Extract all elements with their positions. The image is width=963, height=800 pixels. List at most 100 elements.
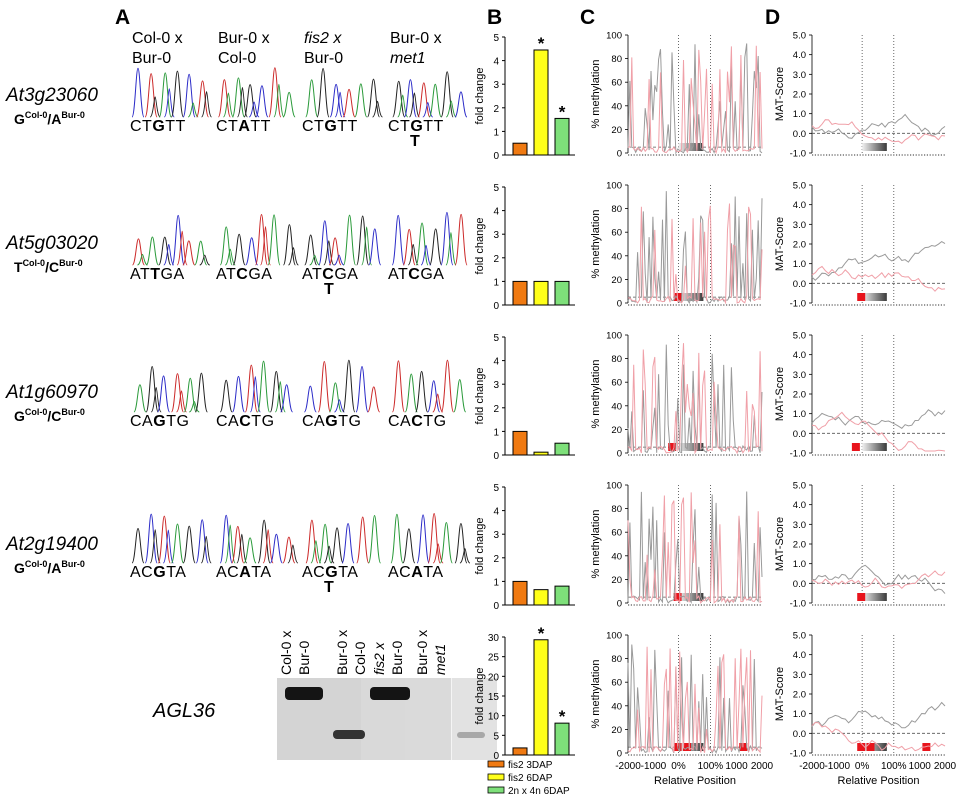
snp-sep: /	[47, 560, 51, 576]
seq-snp: G	[153, 413, 166, 430]
snp-b-strain: Bur-0	[61, 407, 85, 417]
y-tick-label: 0	[617, 749, 622, 760]
chromatogram: ACATA	[388, 512, 471, 581]
chromatogram: ACATA	[216, 514, 299, 581]
y-tick-label: 30	[488, 633, 500, 644]
col-header-1-line1: Col-0 x	[132, 30, 183, 47]
seq-pre: CA	[388, 413, 411, 430]
y-tick-label: 40	[611, 701, 622, 712]
chromatogram: ATCGA	[216, 214, 299, 283]
te-marker	[857, 593, 866, 601]
chromatogram-peak	[432, 393, 443, 413]
y-tick-label: 2.0	[793, 90, 806, 101]
col-header-3-line1: fis2 x	[304, 30, 342, 47]
chromatogram-peak	[420, 244, 432, 266]
seq-snp: A	[239, 564, 251, 581]
mat-score-chart-row-3: -1.0 0.0 1.0 2.0 3.0 4.0 5.0 MAT-Score	[774, 331, 946, 460]
bar-fis2-6dap	[533, 639, 549, 756]
y-tick-label: 40	[611, 101, 622, 112]
mat-score-chart-row-1: -1.0 0.0 1.0 2.0 3.0 4.0 5.0 MAT-Score	[774, 31, 946, 160]
chromatogram-peak	[170, 70, 184, 118]
snp-b: C	[49, 259, 59, 275]
gene-label-row-3: At1g60970 GCol-0/CBur-0	[5, 382, 98, 424]
chromatogram-peak	[439, 521, 453, 564]
chromatogram-peak	[149, 529, 161, 564]
sequence-text: ATCGA	[388, 266, 444, 283]
y-axis-label: % methylation	[590, 509, 602, 578]
sequence-text: CAGTG	[302, 413, 361, 430]
seq-snp: C	[411, 413, 423, 430]
seq-pre: AT	[302, 266, 322, 283]
chromatogram-peak	[257, 360, 271, 413]
x-tick-label: 0%	[855, 761, 870, 772]
panel-label-a: A	[115, 6, 130, 29]
x-tick-label: 100%	[698, 761, 724, 772]
seq-post: TG	[338, 413, 361, 430]
y-axis-label: MAT-Score	[774, 217, 786, 271]
x-tick-label: 100%	[881, 761, 907, 772]
seq-snp: G	[325, 413, 338, 430]
column-headers: Col-0 x Bur-0 Bur-0 x Col-0 fis2 x Bur-0…	[132, 30, 442, 67]
chromatogram-peak	[329, 83, 343, 118]
y-tick-label: 3	[493, 80, 499, 91]
chromatogram-peak	[402, 528, 416, 564]
chromatogram-peak	[367, 386, 381, 413]
gene-body-bar	[862, 143, 887, 151]
y-tick-label: 0	[493, 151, 499, 162]
y-tick-label: 15	[488, 692, 500, 703]
y-tick-label: 100	[606, 481, 622, 492]
y-tick-label: 1.0	[793, 709, 806, 720]
chromatogram-peak	[199, 254, 210, 266]
chromatogram-peak	[318, 220, 332, 266]
y-tick-label: 5	[493, 483, 499, 494]
y-tick-label: 5.0	[793, 331, 806, 342]
chromatogram-peak	[309, 254, 320, 266]
seq-pre: AT	[216, 266, 236, 283]
y-tick-label: 40	[611, 551, 622, 562]
gel-lane-labels: Col-0 x Bur-0 Bur-0 x Col-0 fis2 x Bur-0…	[278, 630, 448, 675]
chromatogram-peak	[158, 236, 172, 266]
y-tick-label: 3.0	[793, 70, 806, 81]
y-tick-label: 2	[493, 104, 499, 115]
bar-fis2-6dap	[533, 589, 549, 606]
y-tick-label: 4.0	[793, 500, 806, 511]
y-tick-label: 2	[493, 404, 499, 415]
chromatogram-peak	[189, 400, 200, 413]
y-tick-label: 5.0	[793, 631, 806, 642]
chromatogram-peak	[182, 525, 196, 564]
chromatogram: ATTGA	[130, 214, 210, 283]
chromatogram-peak	[170, 373, 184, 413]
seq-post: TT	[337, 118, 358, 135]
seq-post: TA	[338, 564, 358, 581]
methylation-chart-row-3: 0 20 40 60 80 100 % methylation	[590, 331, 763, 460]
chromatogram-peak	[356, 516, 370, 564]
chromatogram-peak	[231, 77, 245, 118]
chromatogram: CTGTT	[130, 67, 212, 135]
y-tick-label: 0.0	[793, 729, 806, 740]
y-tick-label: -1.0	[790, 299, 806, 310]
y-tick-label: 1.0	[793, 559, 806, 570]
significance-star: *	[538, 624, 545, 643]
panel-label-b: B	[487, 6, 502, 29]
chromatogram-peak	[195, 519, 209, 564]
chromatogram-peak	[201, 91, 212, 118]
seq-post: TG	[166, 413, 189, 430]
chromatogram-peak	[131, 238, 145, 266]
bar-2n-x-4n-6dap	[554, 117, 570, 156]
y-tick-label: 80	[611, 204, 622, 215]
seq-snp: A	[238, 118, 250, 135]
chromatogram-peak	[222, 92, 234, 118]
chromatogram-peak	[196, 80, 210, 118]
chromatogram-peak	[158, 72, 172, 118]
chromatogram-peak	[200, 535, 212, 564]
y-tick-label: 4	[493, 507, 499, 518]
y-tick-label: 0.0	[793, 579, 806, 590]
y-tick-label: 60	[611, 528, 622, 539]
chromatogram-peak	[355, 365, 369, 413]
chromatogram-peak	[145, 236, 159, 266]
chromatogram-peak	[219, 226, 233, 266]
significance-star: *	[559, 102, 566, 121]
chromatogram: CAGTG	[302, 359, 381, 430]
